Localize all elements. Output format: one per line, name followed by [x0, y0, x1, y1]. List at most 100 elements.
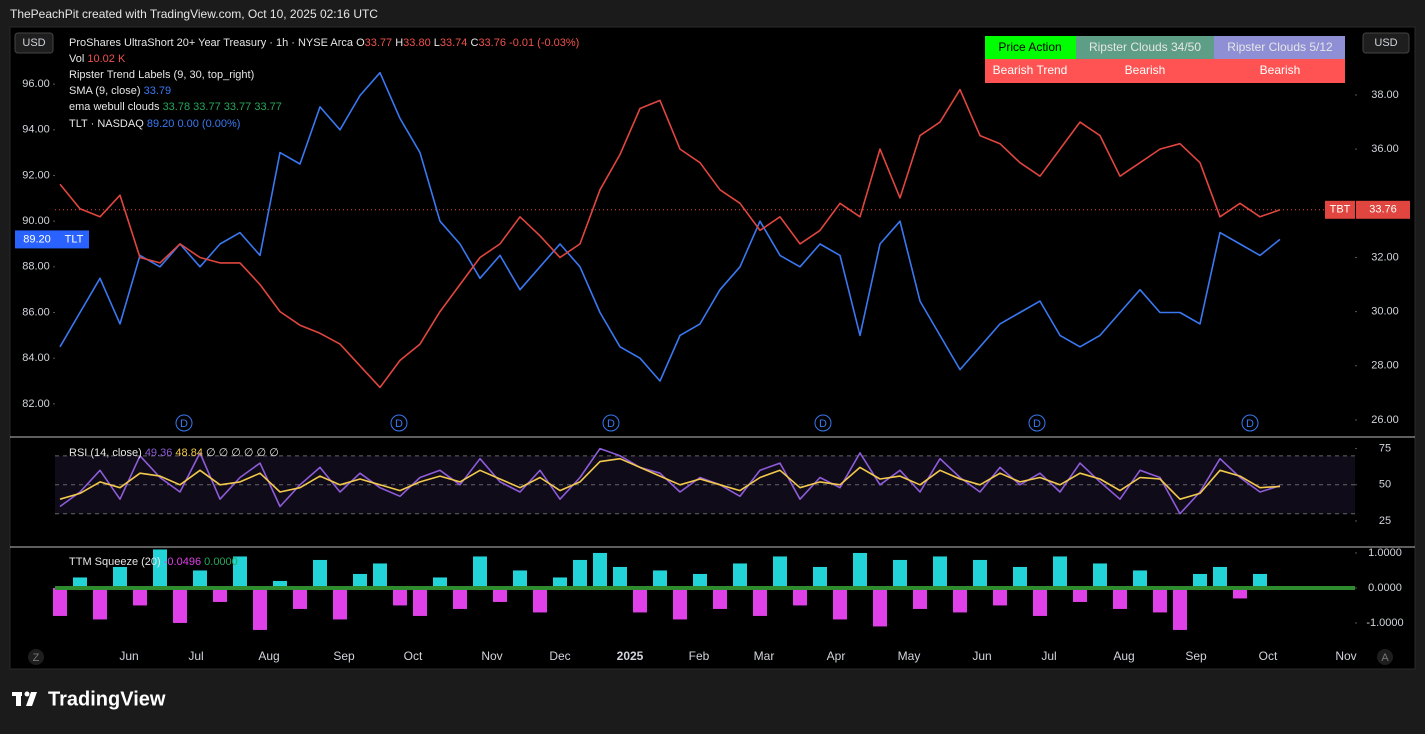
table-row [985, 59, 1345, 83]
currency-button[interactable] [1362, 32, 1410, 54]
legend-rsi: RSI (14, close) 49.36 48.84 ∅ ∅ ∅ ∅ ∅ ∅ [69, 447, 279, 459]
table-header: Price Action [998, 40, 1061, 54]
price-tag [1356, 200, 1410, 219]
histogram-bar [1133, 570, 1147, 588]
y-tick-label: 90.00 [22, 215, 50, 227]
dividend-marker[interactable] [814, 414, 832, 432]
status-table: Price Action Ripster Clouds 34/50 Ripste… [985, 36, 1345, 83]
dividend-marker[interactable] [175, 414, 193, 432]
histogram-bar [233, 556, 247, 588]
x-tick-label: Oct [404, 649, 423, 663]
histogram-bar [153, 549, 167, 588]
histogram-bar [913, 587, 927, 609]
currency-label[interactable]: USD [22, 37, 45, 49]
x-tick-label: Aug [258, 649, 279, 663]
histogram-bar [93, 587, 107, 620]
y2-tick-label: 30.00 [1371, 306, 1399, 318]
x-tick-label: Nov [481, 649, 502, 663]
dividend-marker[interactable] [602, 414, 620, 432]
y2-tick-label: 26.00 [1371, 414, 1399, 426]
currency-button[interactable] [14, 32, 54, 54]
logo-part [26, 692, 37, 706]
histogram-bar [1033, 587, 1047, 616]
histogram-bar [313, 559, 327, 588]
axis-button[interactable] [1377, 649, 1393, 665]
axis-button-label[interactable]: A [1381, 652, 1389, 664]
brand-logo [12, 691, 37, 706]
histogram-bar [853, 552, 867, 588]
histogram-bar [273, 580, 287, 588]
table-header: Ripster Clouds 34/50 [1089, 40, 1201, 54]
histogram-bar [593, 552, 607, 588]
legend-value: 33.78 [163, 101, 191, 113]
dividend-label[interactable]: D [1033, 418, 1041, 430]
histogram-bar [993, 587, 1007, 606]
legend-value: 48.84 [175, 447, 203, 459]
dividend-marker[interactable] [390, 414, 408, 432]
histogram-bar [933, 556, 947, 588]
histogram-bar [973, 559, 987, 588]
histogram-bar [653, 570, 667, 588]
legend-ohlc-key: O [356, 37, 365, 49]
x-tick-label: Nov [1335, 649, 1356, 663]
logo-part [16, 692, 21, 706]
legend-value: 10.02 K [87, 53, 126, 65]
histogram-bar [613, 566, 627, 588]
histogram-bar [413, 587, 427, 616]
dividend-label[interactable]: D [819, 418, 827, 430]
legend-value: 33.79 [144, 85, 172, 97]
legend-symbol: ProShares UltraShort 20+ Year Treasury ·… [69, 37, 354, 49]
dividend-label[interactable]: D [395, 418, 403, 430]
legend-ohlc-value: 33.76 [478, 37, 506, 49]
currency-label[interactable]: USD [1374, 37, 1397, 49]
dividend-label[interactable]: D [607, 418, 615, 430]
legend-ohlc-value: 33.74 [440, 37, 468, 49]
x-tick-label: Sep [333, 649, 355, 663]
dividend-marker[interactable] [1028, 414, 1046, 432]
table-cell-text: Bearish Trend [993, 63, 1068, 77]
y-tick-label: 25 [1379, 515, 1391, 527]
histogram-bar [953, 587, 967, 613]
histogram-bar [253, 587, 267, 630]
y2-tick-label: 36.00 [1371, 143, 1399, 155]
y-tick-label: 92.00 [22, 169, 50, 181]
y2-tick-label: 38.00 [1371, 89, 1399, 101]
legend-sma: SMA (9, close) 33.79 [69, 85, 171, 97]
legend-ohlc-key: C [470, 37, 478, 49]
histogram-bar [893, 559, 907, 588]
histogram-bar [1073, 587, 1087, 602]
dividend-label[interactable]: D [180, 418, 188, 430]
y-tick-label: -1.0000 [1366, 617, 1403, 629]
histogram-bar [1113, 587, 1127, 609]
legend-value: -0.0496 [164, 556, 201, 568]
legend-ohlc-value: 33.80 [403, 37, 431, 49]
histogram-bar [693, 573, 707, 588]
series-line [59, 457, 1281, 500]
brand-name: TradingView [48, 688, 166, 710]
dividend-marker[interactable] [1241, 414, 1259, 432]
x-tick-label: Jun [972, 649, 991, 663]
legend-ohlc-key: H [395, 37, 403, 49]
price-tag-symbol: TLT [65, 233, 84, 245]
legend-key: TLT · NASDAQ [69, 118, 144, 130]
y-tick-label: 94.00 [22, 124, 50, 136]
dividend-label[interactable]: D [1246, 418, 1254, 430]
histogram-bar [213, 587, 227, 602]
x-tick-label: Apr [827, 649, 846, 663]
x-tick-label: Mar [754, 649, 775, 663]
y-tick-label: 1.0000 [1368, 547, 1402, 559]
histogram-bar [173, 587, 187, 623]
x-tick-label: Dec [549, 649, 570, 663]
price-tag [1325, 200, 1355, 219]
histogram-bar [793, 587, 807, 606]
y-tick-label: 50 [1379, 479, 1391, 491]
axis-button[interactable] [28, 649, 44, 665]
histogram-bar [513, 570, 527, 588]
histogram-bar [813, 566, 827, 588]
series-line [59, 88, 1281, 389]
legend-key: TTM Squeeze (20) [69, 556, 161, 568]
histogram-bar [193, 570, 207, 588]
axis-button-label[interactable]: Z [33, 652, 40, 664]
